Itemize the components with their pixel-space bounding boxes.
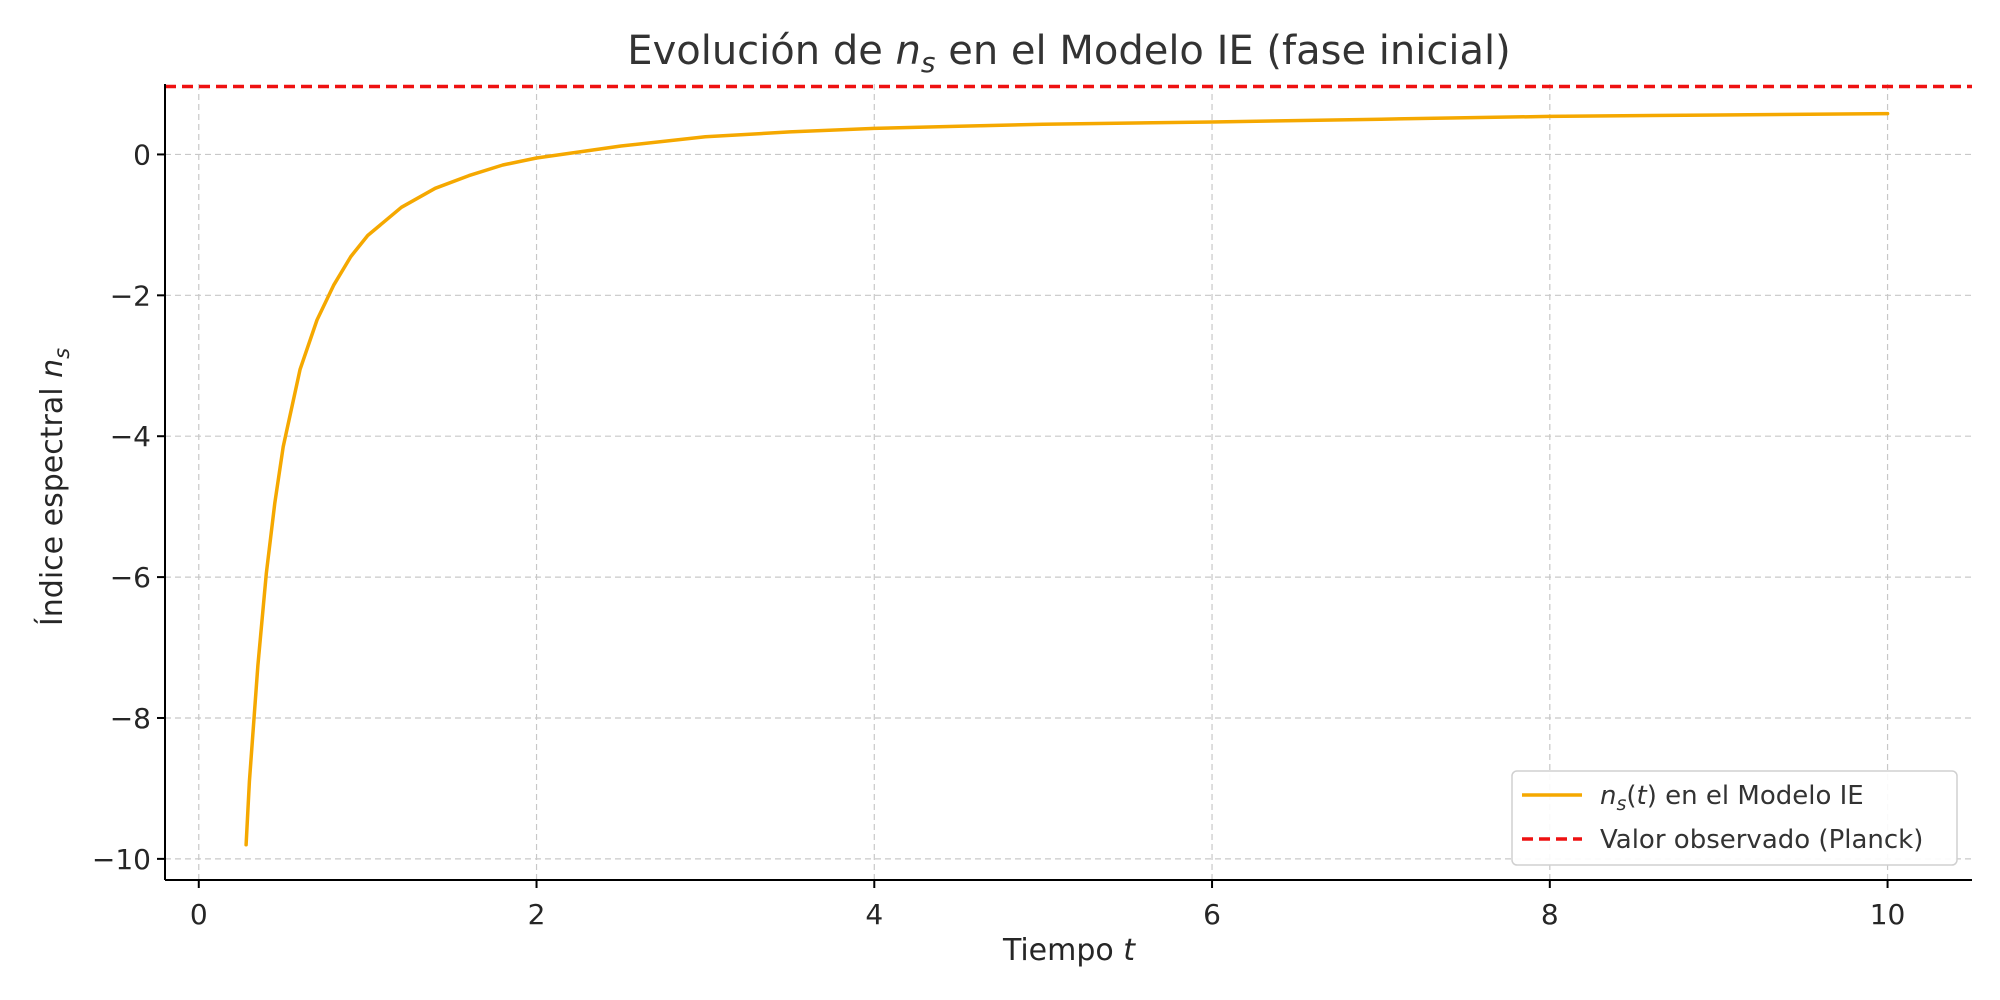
series-layer [165,84,1972,847]
axes [164,84,1972,881]
x-tick-label: 0 [190,898,208,931]
y-tick-label: 0 [133,138,151,171]
x-tick-label: 8 [1541,898,1559,931]
y-tick-label: −4 [110,420,151,453]
x-tick-label: 10 [1870,898,1906,931]
legend-label-model: ns(t) en el Modelo IE [1600,781,1864,815]
x-tick-label: 2 [528,898,546,931]
y-ticks: 0 −2 −4 −6 −8 −10 [92,138,165,876]
chart-title: Evolución de ns en el Modelo IE (fase in… [627,28,1510,79]
x-ticks: 0 2 4 6 8 10 [190,880,1906,931]
legend: ns(t) en el Modelo IE Valor observado (P… [1511,770,1958,866]
x-axis-label: Tiempo t [1002,933,1136,968]
y-axis-label: Índice espectral ns [34,348,74,626]
x-tick-label: 6 [1203,898,1221,931]
ns-model-series-line [244,111,1890,847]
legend-label-planck: Valor observado (Planck) [1600,825,1923,855]
grid [165,84,1972,880]
y-tick-label: −6 [110,561,151,594]
y-tick-label: −2 [110,279,151,312]
x-tick-label: 4 [865,898,883,931]
y-tick-label: −10 [92,843,151,876]
legend-box [1511,770,1958,866]
y-tick-label: −8 [110,702,151,735]
